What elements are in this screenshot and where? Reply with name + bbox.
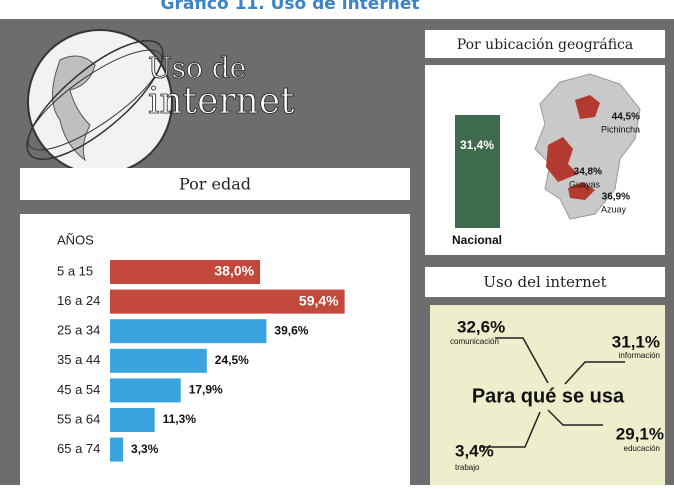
bar <box>110 437 124 462</box>
national-value: 31,4% <box>460 138 494 152</box>
region-label: Pichincha <box>601 124 640 134</box>
usage-label: información <box>619 351 660 360</box>
age-title: Por edad <box>179 175 251 194</box>
connectors <box>480 337 625 448</box>
region-label: Guayas <box>569 179 601 189</box>
usage-value: 3,4% <box>455 441 494 460</box>
y-tick-label: 5 a 15 <box>57 263 93 278</box>
value-label: 24,5% <box>215 353 249 367</box>
usage-title: Uso del internet <box>483 273 606 291</box>
usage-value: 31,1% <box>612 332 660 351</box>
geo-title: Por ubicación geográfica <box>457 37 633 53</box>
usage-panel <box>430 305 665 485</box>
y-tick-label: 25 a 34 <box>57 323 100 338</box>
y-tick-label: 35 a 44 <box>57 352 100 367</box>
national-bar <box>455 115 500 228</box>
national-label: Nacional <box>452 233 502 247</box>
value-label: 17,9% <box>189 383 223 397</box>
bar <box>110 378 181 403</box>
bar <box>110 319 267 344</box>
y-tick-label: 65 a 74 <box>57 441 100 456</box>
header-line2: internet <box>148 81 295 122</box>
usage-label: trabajo <box>455 463 480 472</box>
region-value: 44,5% <box>612 112 640 123</box>
value-label: 39,6% <box>274 323 308 337</box>
value-label: 3,3% <box>131 442 159 456</box>
usage-value: 29,1% <box>616 424 664 443</box>
age-panel <box>20 214 410 485</box>
usage-label: educación <box>624 444 660 453</box>
y-tick-label: 16 a 24 <box>57 293 100 308</box>
usage-label: comunicación <box>450 337 499 346</box>
globe <box>26 29 173 175</box>
value-label: 11,3% <box>163 412 197 426</box>
page-title: Gráfico 11. Uso de internet <box>161 0 420 14</box>
region-label: Azuay <box>601 204 627 214</box>
bar <box>110 289 345 314</box>
y-tick-label: 45 a 54 <box>57 382 100 397</box>
title-strip <box>0 0 674 19</box>
age-title-box <box>20 168 410 200</box>
map <box>534 73 641 220</box>
bar <box>110 348 207 373</box>
usage-title-box <box>425 267 665 297</box>
usage-value: 32,6% <box>457 317 505 336</box>
bar <box>110 408 155 432</box>
y-axis-label: AÑOS <box>57 232 94 247</box>
header-line1: Uso de <box>148 52 246 85</box>
bar <box>110 260 261 284</box>
geo-title-box <box>425 30 665 58</box>
value-label: 59,4% <box>299 292 339 308</box>
y-tick-label: 55 a 64 <box>57 411 100 426</box>
region-value: 34,8% <box>574 167 602 178</box>
region-value: 36,9% <box>602 192 630 203</box>
value-label: 38,0% <box>214 263 254 279</box>
usage-center: Para qué se usa <box>472 385 625 407</box>
